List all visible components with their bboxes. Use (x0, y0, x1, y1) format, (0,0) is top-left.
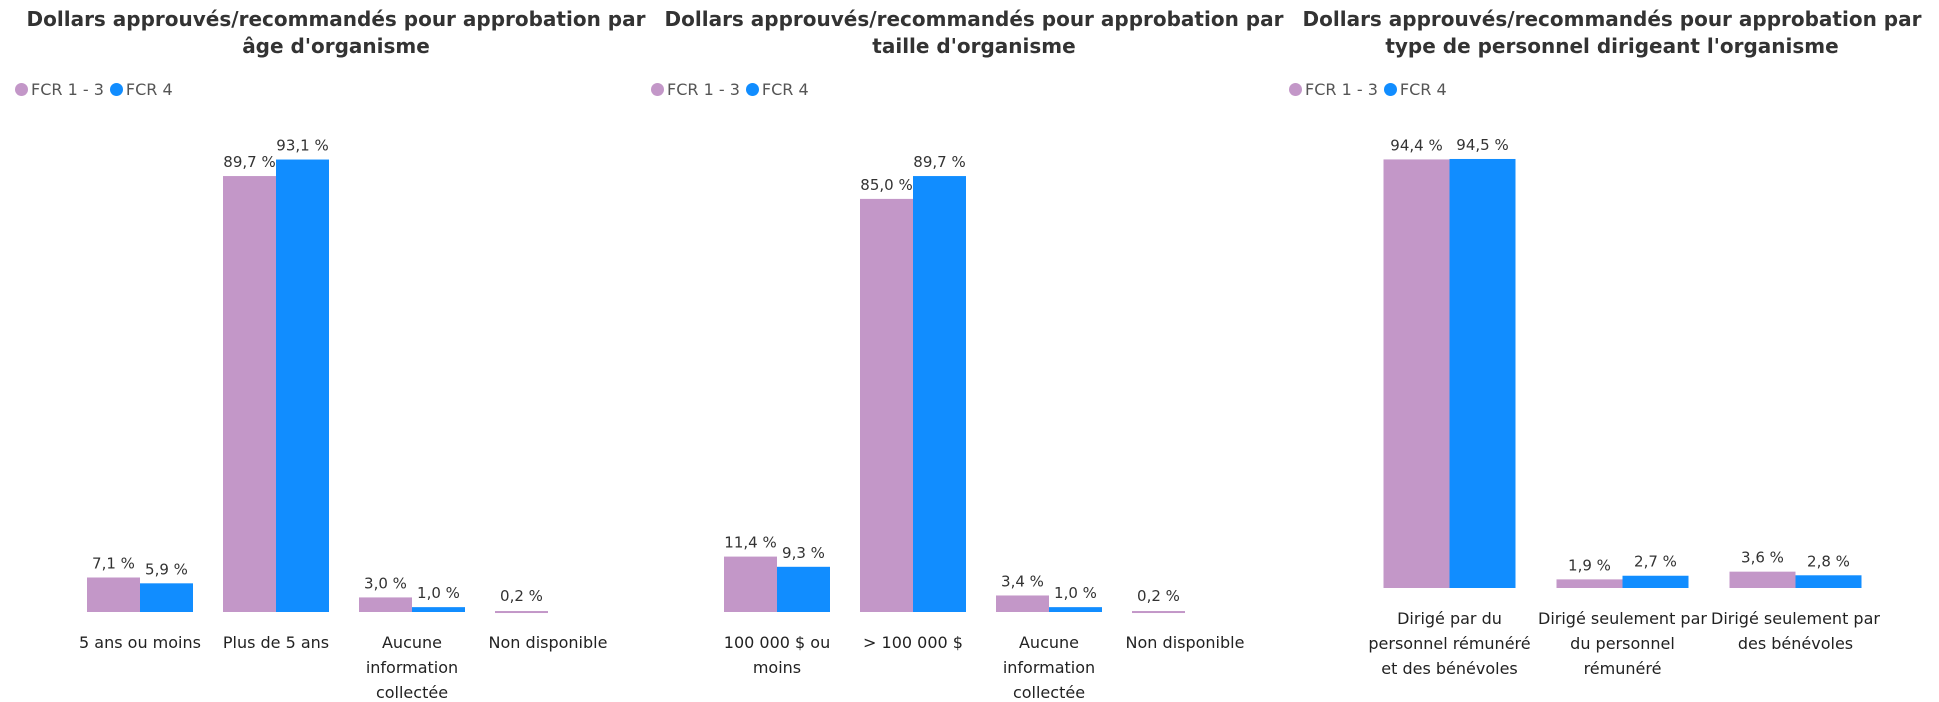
category-label: Dirigé seulement par du personnel rémuné… (1538, 609, 1707, 678)
data-label: 11,4 % (724, 534, 776, 552)
bar (223, 176, 276, 613)
legend-label: FCR 1 - 3 (31, 80, 104, 99)
bar (1132, 611, 1185, 614)
category-label: Aucune information collectée (365, 633, 459, 702)
category-label: > 100 000 $ (863, 633, 963, 652)
bar (1383, 159, 1450, 588)
category-label: 5 ans ou moins (79, 633, 201, 652)
bar (860, 198, 913, 612)
bar (87, 577, 140, 612)
bar (913, 176, 966, 613)
legend-marker (15, 83, 28, 96)
legend: FCR 1 - 3 FCR 4 (15, 80, 179, 99)
data-label: 89,7 % (223, 153, 275, 171)
legend-marker (1383, 83, 1397, 96)
bar (276, 159, 329, 612)
chart-title: Dollars approuvés/recommandés pour appro… (26, 7, 646, 58)
legend: FCR 1 - 3 FCR 4 (651, 80, 815, 99)
data-label: 2,8 % (1807, 552, 1850, 570)
legend: FCR 1 - 3 FCR 4 (1289, 80, 1453, 99)
legend-label: FCR 4 (125, 80, 173, 99)
data-label: 0,2 % (500, 587, 543, 605)
data-label: 94,5 % (1456, 136, 1508, 154)
data-label: 5,9 % (145, 560, 188, 578)
legend-marker (1289, 83, 1302, 96)
category-label: Non disponible (1125, 633, 1245, 652)
bar (359, 597, 412, 612)
bar (724, 556, 777, 612)
bar (1795, 575, 1862, 588)
bar (1622, 575, 1689, 588)
legend-label: FCR 1 - 3 (1305, 80, 1378, 99)
data-label: 1,0 % (417, 584, 460, 602)
category-label: Plus de 5 ans (222, 633, 330, 652)
data-label: 1,0 % (1054, 584, 1097, 602)
category-label: Aucune information collectée (1002, 633, 1096, 702)
bar (996, 595, 1049, 612)
category-label: 100 000 $ ou moins (723, 633, 831, 677)
data-label: 9,3 % (782, 544, 825, 562)
bar (140, 583, 193, 612)
bar (1729, 571, 1796, 588)
bar (495, 611, 548, 614)
data-label: 2,7 % (1634, 553, 1677, 571)
legend-marker (109, 83, 123, 96)
legend-marker (745, 83, 759, 96)
data-label: 93,1 % (276, 137, 328, 155)
bar (1449, 158, 1516, 588)
data-label: 7,1 % (92, 554, 135, 572)
bar (1556, 579, 1623, 588)
data-label: 3,4 % (1001, 572, 1044, 590)
category-label: Non disponible (488, 633, 608, 652)
data-label: 1,9 % (1568, 556, 1611, 574)
bar (777, 566, 830, 612)
bar (1049, 607, 1102, 612)
legend-label: FCR 1 - 3 (667, 80, 740, 99)
category-label: Dirigé par du personnel rémunéré et des … (1368, 609, 1531, 678)
bar (412, 607, 465, 612)
data-label: 85,0 % (860, 176, 912, 194)
data-label: 94,4 % (1390, 136, 1442, 154)
data-label: 89,7 % (913, 153, 965, 171)
legend-label: FCR 4 (1399, 80, 1447, 99)
data-label: 3,6 % (1741, 549, 1784, 567)
category-label: Dirigé seulement par des bénévoles (1711, 609, 1880, 653)
legend-marker (651, 83, 664, 96)
data-label: 3,0 % (364, 574, 407, 592)
legend-label: FCR 4 (761, 80, 809, 99)
chart-title: Dollars approuvés/recommandés pour appro… (1302, 7, 1922, 58)
chart-title: Dollars approuvés/recommandés pour appro… (664, 7, 1284, 58)
data-label: 0,2 % (1137, 587, 1180, 605)
